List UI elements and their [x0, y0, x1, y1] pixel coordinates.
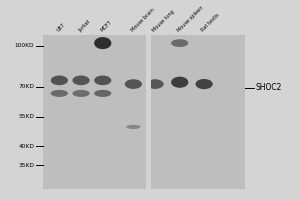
Bar: [146, 35, 151, 189]
Text: Jurkat: Jurkat: [77, 19, 92, 33]
Ellipse shape: [126, 125, 140, 129]
Ellipse shape: [72, 76, 90, 85]
Text: U87: U87: [56, 22, 66, 33]
Ellipse shape: [196, 79, 213, 89]
Ellipse shape: [51, 90, 68, 97]
Text: SHOC2: SHOC2: [256, 83, 282, 92]
Ellipse shape: [94, 76, 111, 85]
Ellipse shape: [94, 37, 111, 49]
Text: 55KD: 55KD: [18, 114, 34, 119]
Ellipse shape: [51, 76, 68, 85]
Text: Mouse spleen: Mouse spleen: [176, 5, 204, 33]
Ellipse shape: [72, 90, 90, 97]
Bar: [43, 35, 245, 189]
Ellipse shape: [94, 90, 111, 97]
Text: Rat testis: Rat testis: [201, 13, 221, 33]
Text: MCF7: MCF7: [99, 20, 112, 33]
Ellipse shape: [171, 39, 188, 47]
Text: 40KD: 40KD: [18, 144, 34, 149]
Text: 100KD: 100KD: [15, 43, 34, 48]
Ellipse shape: [125, 79, 142, 89]
Text: 35KD: 35KD: [18, 163, 34, 168]
Text: 70KD: 70KD: [18, 84, 34, 89]
Text: Mouse brain: Mouse brain: [130, 7, 155, 33]
Ellipse shape: [171, 77, 188, 88]
Text: Mouse lung: Mouse lung: [152, 9, 176, 33]
Ellipse shape: [146, 79, 164, 89]
